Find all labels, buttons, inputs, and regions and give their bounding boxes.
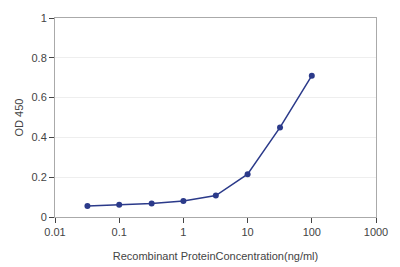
svg-text:0.1: 0.1	[112, 226, 127, 238]
svg-text:0.6: 0.6	[32, 91, 47, 103]
svg-text:0.01: 0.01	[44, 226, 65, 238]
svg-text:1: 1	[180, 226, 186, 238]
svg-text:1000: 1000	[364, 226, 388, 238]
svg-text:10: 10	[241, 226, 253, 238]
svg-text:0.8: 0.8	[32, 52, 47, 64]
svg-text:0: 0	[41, 211, 47, 223]
svg-text:Recombinant ProteinConcentrati: Recombinant ProteinConcentration(ng/ml)	[113, 250, 318, 262]
svg-text:100: 100	[303, 226, 321, 238]
svg-text:OD 450: OD 450	[13, 99, 25, 137]
svg-text:0.2: 0.2	[32, 171, 47, 183]
svg-text:1: 1	[41, 12, 47, 24]
svg-text:0.4: 0.4	[32, 131, 47, 143]
